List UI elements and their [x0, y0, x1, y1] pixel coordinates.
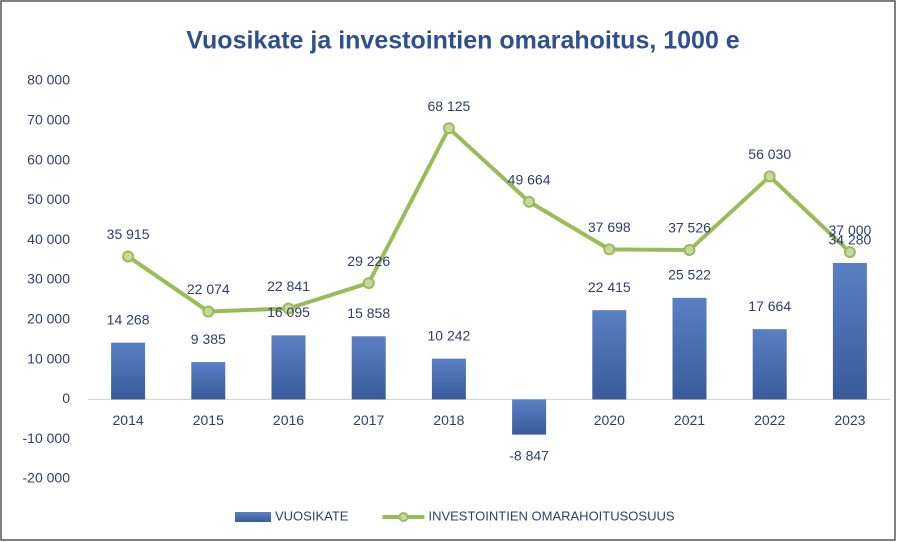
- y-tick-label: 10 000: [27, 350, 70, 366]
- x-tick-label: 2016: [273, 412, 304, 428]
- legend-label: VUOSIKATE: [275, 508, 349, 523]
- bar: [752, 329, 787, 400]
- bar: [592, 310, 627, 400]
- data-label: 16 095: [267, 304, 310, 320]
- line: [126, 126, 852, 314]
- marker: [603, 243, 616, 256]
- marker: [362, 277, 375, 290]
- data-label: 25 522: [668, 267, 711, 283]
- data-label: 56 030: [748, 146, 791, 162]
- data-label: 37 698: [588, 219, 631, 235]
- data-label: 35 915: [107, 226, 150, 242]
- data-label: 22 415: [588, 279, 631, 295]
- bar: [351, 336, 386, 400]
- marker: [683, 244, 696, 257]
- data-label: 15 858: [347, 305, 390, 321]
- marker: [282, 302, 295, 315]
- y-tick-label: 40 000: [27, 231, 70, 247]
- marker: [843, 246, 856, 259]
- bar: [512, 399, 547, 435]
- x-tick-label: 2022: [754, 412, 785, 428]
- data-label: 37 000: [828, 222, 871, 238]
- legend-swatch: [235, 512, 271, 522]
- x-tick-label: 2018: [433, 412, 464, 428]
- x-tick-label: 2015: [193, 412, 224, 428]
- y-tick-label: 70 000: [27, 112, 70, 128]
- y-tick-label: -10 000: [23, 430, 71, 446]
- data-label: 14 268: [107, 311, 150, 327]
- data-label: 68 125: [427, 98, 470, 114]
- y-tick-label: 30 000: [27, 271, 70, 287]
- y-tick-label: -20 000: [23, 470, 71, 486]
- data-label: 9 385: [191, 331, 226, 347]
- bar: [271, 335, 306, 400]
- marker: [523, 195, 536, 208]
- bar: [431, 358, 466, 400]
- marker: [122, 250, 135, 263]
- data-label: 29 226: [347, 253, 390, 269]
- legend-swatch: [398, 512, 409, 522]
- x-tick-label: 2017: [353, 412, 384, 428]
- y-tick-label: 0: [62, 390, 70, 406]
- data-label: 37 526: [668, 220, 711, 236]
- bar: [191, 362, 226, 400]
- chart-title: Vuosikate ja investointien omarahoitus, …: [186, 27, 740, 55]
- marker: [442, 122, 455, 135]
- marker: [763, 170, 776, 183]
- data-label: 17 664: [748, 298, 791, 314]
- data-label: 10 242: [427, 327, 470, 343]
- y-tick-label: 80 000: [27, 72, 70, 88]
- x-tick-label: 2014: [113, 412, 144, 428]
- data-label: 34 280: [828, 232, 871, 248]
- bar: [832, 262, 867, 400]
- data-label: 22 074: [187, 281, 230, 297]
- legend-label: INVESTOINTIEN OMARAHOITUSOSUUS: [428, 508, 674, 523]
- y-tick-label: 50 000: [27, 191, 70, 207]
- bar: [672, 297, 707, 400]
- y-tick-label: 60 000: [27, 151, 70, 167]
- x-tick-label: 2020: [594, 412, 625, 428]
- data-label: 22 841: [267, 278, 310, 294]
- y-tick-label: 20 000: [27, 311, 70, 327]
- data-label: -8 847: [509, 447, 549, 463]
- bar: [111, 342, 146, 400]
- x-tick-label: 2023: [834, 412, 865, 428]
- x-tick-label: 2021: [674, 412, 705, 428]
- data-label: 49 664: [508, 171, 551, 187]
- marker: [202, 305, 215, 318]
